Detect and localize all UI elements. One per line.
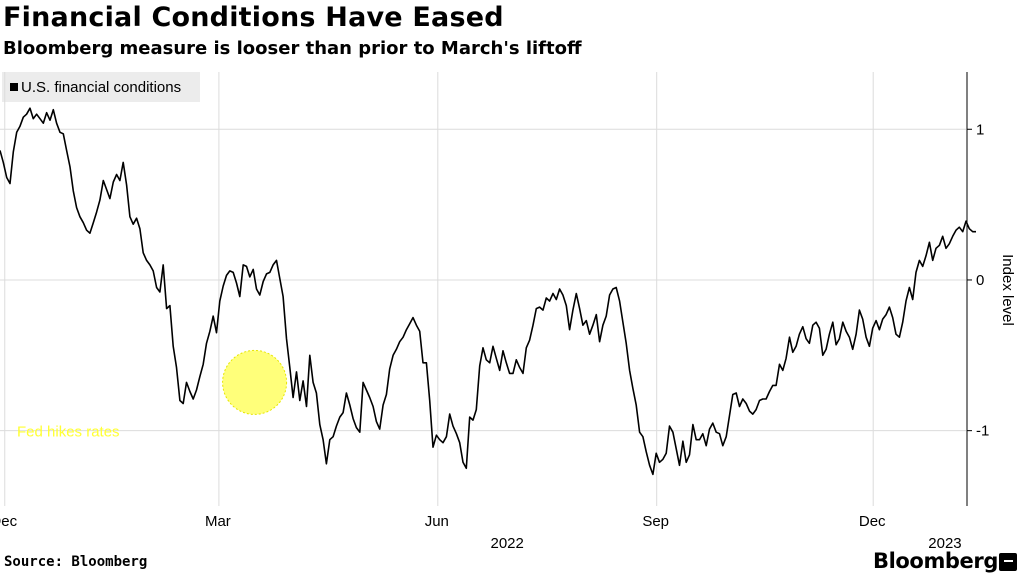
y-tick-label: 0 — [976, 272, 984, 289]
series-line-us-financial-conditions — [0, 107, 976, 476]
x-year-label: 2022 — [490, 535, 523, 552]
x-tick-label: Dec — [859, 513, 886, 530]
x-tick-label: Mar — [205, 513, 231, 530]
y-tick-label: -1 — [976, 423, 989, 440]
gridlines — [0, 128, 966, 432]
annotation-marker — [222, 349, 288, 415]
y-tick-label: 1 — [976, 121, 984, 138]
legend-label: U.S. financial conditions — [21, 79, 182, 96]
chart-subtitle: Bloomberg measure is looser than prior t… — [3, 38, 582, 59]
bloomberg-icon — [999, 553, 1017, 571]
x-tick-label: Jun — [425, 513, 449, 530]
legend-swatch-icon — [10, 83, 18, 91]
brand-logo: Bloomberg — [872, 549, 998, 573]
x-axis-ticks: Dec Mar Jun Sep Dec 2022 2023 — [0, 513, 962, 552]
chart-title: Financial Conditions Have Eased — [3, 2, 504, 33]
vertical-gridlines — [4, 72, 874, 506]
annotation-group: Fed hikes rates — [17, 349, 288, 440]
annotation-label: Fed hikes rates — [17, 423, 120, 440]
y-axis-ticks: 1 0 -1 — [967, 121, 989, 440]
x-year-label: 2023 — [928, 535, 961, 552]
x-tick-label: Dec — [0, 513, 18, 530]
x-tick-label: Sep — [642, 513, 669, 530]
legend: U.S. financial conditions — [2, 72, 200, 102]
source-note: Source: Bloomberg — [4, 554, 148, 570]
y-axis-label: Index level — [999, 254, 1016, 326]
